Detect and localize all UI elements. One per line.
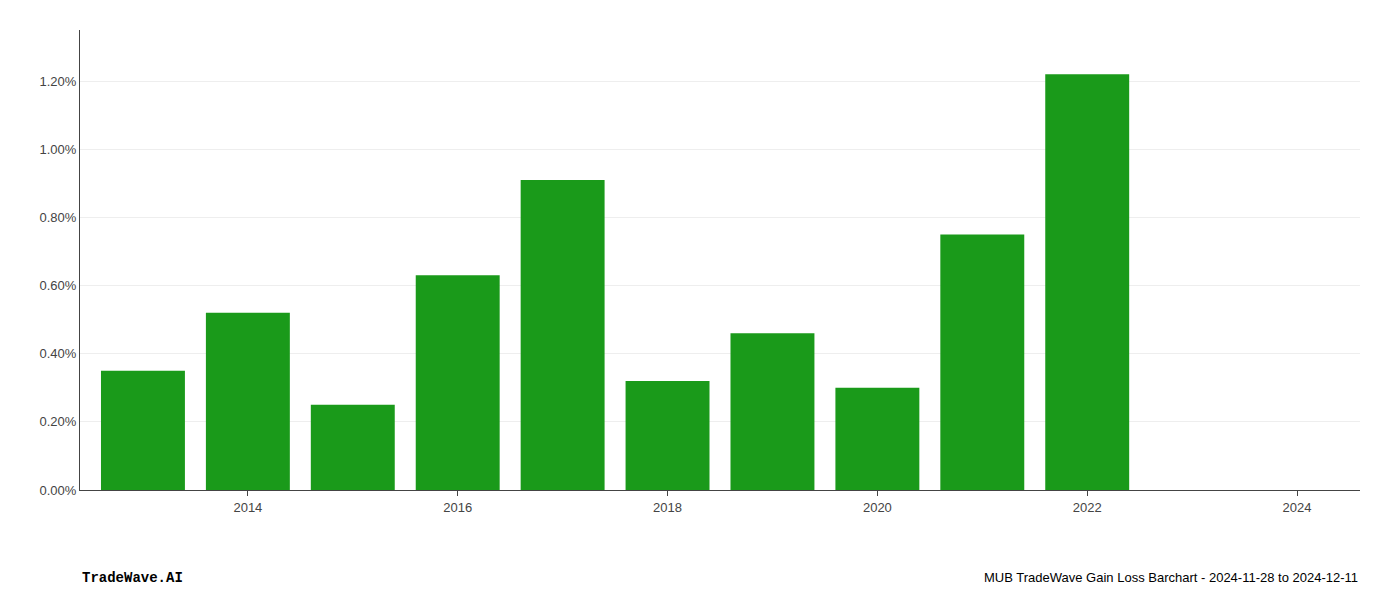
svg-text:2024: 2024: [1283, 500, 1312, 515]
svg-text:2016: 2016: [443, 500, 472, 515]
svg-text:0.20%: 0.20%: [40, 414, 77, 429]
svg-text:2020: 2020: [863, 500, 892, 515]
svg-text:TradeWave.AI: TradeWave.AI: [82, 570, 183, 586]
svg-text:0.80%: 0.80%: [40, 210, 77, 225]
svg-text:2022: 2022: [1073, 500, 1102, 515]
svg-text:1.20%: 1.20%: [40, 74, 77, 89]
svg-text:2014: 2014: [233, 500, 262, 515]
svg-text:0.00%: 0.00%: [40, 483, 77, 498]
svg-text:2018: 2018: [653, 500, 682, 515]
svg-text:MUB TradeWave Gain Loss Barcha: MUB TradeWave Gain Loss Barchart - 2024-…: [984, 570, 1358, 585]
svg-text:0.40%: 0.40%: [40, 346, 77, 361]
svg-text:1.00%: 1.00%: [40, 142, 77, 157]
svg-text:0.60%: 0.60%: [40, 278, 77, 293]
